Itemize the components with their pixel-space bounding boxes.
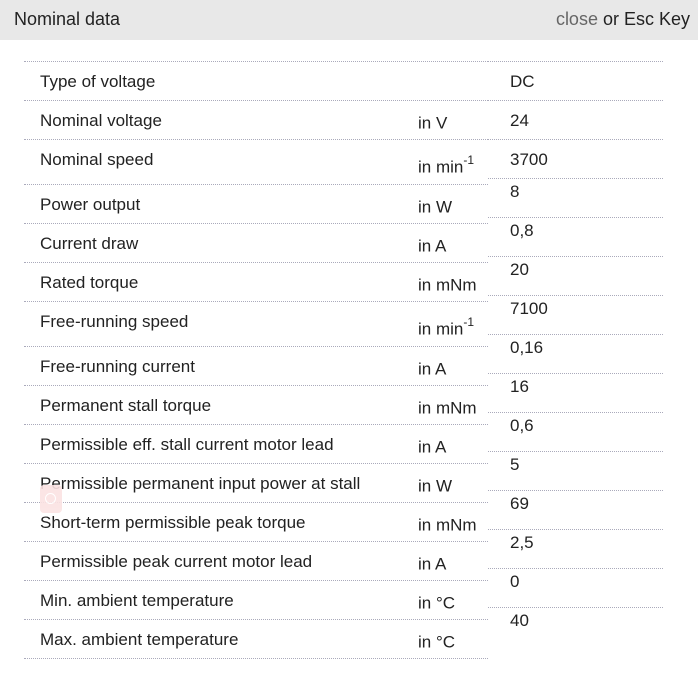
row-label: Current draw xyxy=(40,234,139,253)
table-row: Type of voltage xyxy=(24,62,488,101)
row-unit: in min-1 xyxy=(418,153,475,178)
unit-text: in °C xyxy=(418,593,456,613)
row-value: 0,16 xyxy=(510,338,544,357)
row-label: Short-term permissible peak torque xyxy=(40,513,306,532)
row-unit: in mNm xyxy=(418,396,477,419)
close-link[interactable]: close xyxy=(555,9,598,29)
value-cell: 7100 xyxy=(488,296,663,335)
row-unit: in V xyxy=(418,111,447,134)
table-row: Short-term permissible peak torque in mNm xyxy=(24,503,488,542)
row-value: 0 xyxy=(510,572,520,591)
value-cell: 5 xyxy=(488,452,663,491)
table-row: Rated torque in mNm xyxy=(24,263,488,302)
row-value: 0,6 xyxy=(510,416,534,435)
value-cell: DC xyxy=(488,62,663,101)
row-value: 0,8 xyxy=(510,221,534,240)
unit-text: in W xyxy=(418,476,452,496)
value-cell: 2,5 xyxy=(488,530,663,569)
close-hint: close or Esc Key xyxy=(556,9,690,30)
table-row: Min. ambient temperature in °C xyxy=(24,581,488,620)
row-label: Max. ambient temperature xyxy=(40,630,239,649)
row-value: 20 xyxy=(510,260,529,279)
unit-text: in A xyxy=(418,437,447,457)
table-row: Free-running current in A xyxy=(24,347,488,386)
value-cell: 24 xyxy=(488,101,663,140)
row-value: 24 xyxy=(510,111,529,130)
row-unit: in mNm xyxy=(418,273,477,296)
value-cell: 40 xyxy=(488,608,663,646)
row-unit: in min-1 xyxy=(418,315,475,340)
unit-text: in min xyxy=(418,157,464,177)
value-cell: 69 xyxy=(488,491,663,530)
row-label: Permissible eff. stall current motor lea… xyxy=(40,435,334,454)
row-unit: in °C xyxy=(418,591,455,614)
row-label: Min. ambient temperature xyxy=(40,591,234,610)
unit-text: in mNm xyxy=(418,275,477,295)
row-label: Type of voltage xyxy=(40,72,156,91)
row-unit: in mNm xyxy=(418,513,477,536)
table-row: Power output in W xyxy=(24,185,488,224)
table-row: Free-running speed in min-1 xyxy=(24,302,488,347)
label-column: Type of voltage Nominal voltage in V Nomina… xyxy=(24,61,488,659)
row-unit: in A xyxy=(418,234,446,257)
row-value: 8 xyxy=(510,182,520,201)
row-value: DC xyxy=(510,72,535,91)
value-cell: 0,16 xyxy=(488,335,663,374)
dialog-header: Nominal data close or Esc Key xyxy=(0,0,698,40)
unit-exponent: -1 xyxy=(463,153,475,167)
unit-exponent: -1 xyxy=(463,315,475,329)
value-cell: 0 xyxy=(488,569,663,608)
row-unit: in A xyxy=(418,552,446,575)
row-label: Nominal speed xyxy=(40,150,154,169)
row-label: Rated torque xyxy=(40,273,139,292)
row-value: 40 xyxy=(510,611,529,630)
row-value: 5 xyxy=(510,455,520,474)
unit-text: in mNm xyxy=(418,515,477,535)
table-row: Max. ambient temperature in °C xyxy=(24,620,488,659)
unit-text: in A xyxy=(418,554,447,574)
row-unit: in A xyxy=(418,357,446,380)
table-row: Current draw in A xyxy=(24,224,488,263)
row-label: Permanent stall torque xyxy=(40,396,212,415)
unit-text: in A xyxy=(418,236,447,256)
row-value: 2,5 xyxy=(510,533,534,552)
row-value: 16 xyxy=(510,377,529,396)
unit-text: in mNm xyxy=(418,398,477,418)
unit-text: in min xyxy=(418,319,464,339)
value-cell: 16 xyxy=(488,374,663,413)
row-label: Free-running current xyxy=(40,357,195,376)
unit-text: in °C xyxy=(418,632,456,652)
row-value: 3700 xyxy=(510,150,548,169)
value-cell: 0,8 xyxy=(488,218,663,257)
value-column: DC 24 3700 8 0,8 20 7100 0,16 16 0,6 5 69 2,5 0 40 xyxy=(488,61,663,646)
value-cell: 0,6 xyxy=(488,413,663,452)
row-unit: in W xyxy=(418,195,452,218)
table-row: Permissible peak current motor lead in A xyxy=(24,542,488,581)
row-label: Power output xyxy=(40,195,141,214)
table-row: Permissible permanent input power at sta… xyxy=(24,464,488,503)
row-label: Free-running speed xyxy=(40,312,189,331)
unit-text: in V xyxy=(418,113,448,133)
row-label: Permissible peak current motor lead xyxy=(40,552,313,571)
unit-text: in A xyxy=(418,359,447,379)
row-label: Permissible permanent input power at sta… xyxy=(40,474,361,493)
table-row: Permissible eff. stall current motor lea… xyxy=(24,425,488,464)
table-row: Nominal voltage in V xyxy=(24,101,488,140)
row-unit: in A xyxy=(418,435,446,458)
value-cell: 8 xyxy=(488,179,663,218)
close-hint-suffix: or Esc Key xyxy=(597,9,690,29)
unit-text: in W xyxy=(418,197,452,217)
row-label: Nominal voltage xyxy=(40,111,162,130)
magnifier-icon[interactable] xyxy=(40,485,62,513)
row-unit: in W xyxy=(418,474,452,497)
value-cell: 3700 xyxy=(488,140,663,179)
table-row: Nominal speed in min-1 xyxy=(24,140,488,185)
dialog-title: Nominal data xyxy=(14,9,121,29)
row-unit: in °C xyxy=(418,630,455,653)
row-value: 7100 xyxy=(510,299,548,318)
table-row: Permanent stall torque in mNm xyxy=(24,386,488,425)
value-cell: 20 xyxy=(488,257,663,296)
row-value: 69 xyxy=(510,494,529,513)
